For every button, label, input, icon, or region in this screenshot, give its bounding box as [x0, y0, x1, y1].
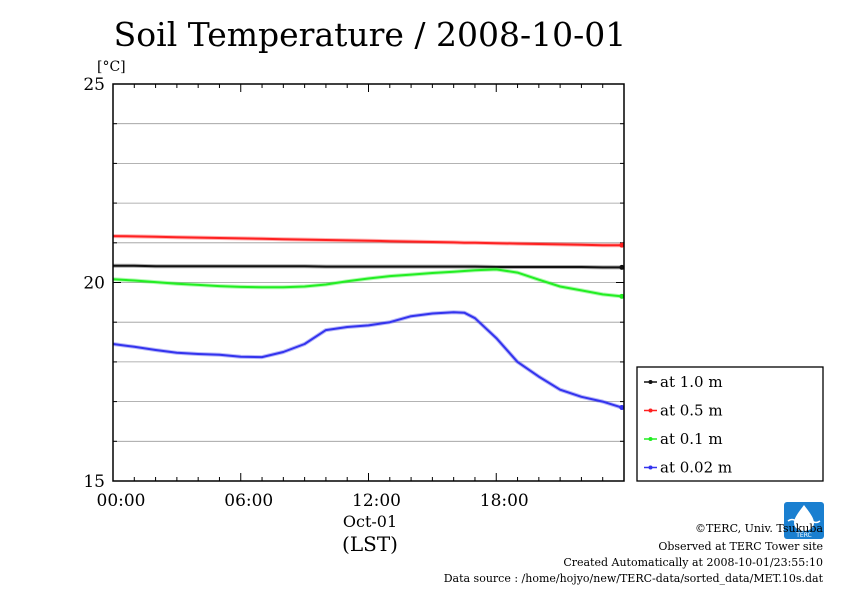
- logo-wave-icon: [787, 518, 821, 524]
- y-tick-label: 25: [83, 75, 105, 95]
- legend: at 1.0 m at 0.5 m at 0.1 m at 0.02 m: [636, 366, 824, 482]
- observed-text: Observed at TERC Tower site: [658, 540, 823, 553]
- x-axis-ticks: 00:00 06:00 12:00 18:00: [97, 84, 625, 511]
- grid-lines: [113, 123, 624, 442]
- x-tick-label: 00:00: [97, 491, 146, 511]
- legend-label: at 0.02 m: [660, 459, 732, 477]
- logo-text: TERC: [795, 532, 812, 539]
- legend-label: at 0.1 m: [660, 430, 723, 448]
- series-at-0-1-m: [112, 267, 625, 299]
- series-at-0-5-m: [112, 234, 625, 248]
- source-text: Data source : /home/hojyo/new/TERC-data/…: [444, 572, 824, 585]
- legend-label: at 0.5 m: [660, 402, 723, 420]
- legend-marker: [648, 380, 653, 384]
- x-date-label: Oct-01: [343, 512, 397, 531]
- series-end-point: [619, 242, 625, 248]
- legend-marker: [648, 408, 653, 413]
- x-tick-label: 18:00: [480, 491, 529, 511]
- series-line: [113, 264, 622, 269]
- x-tick-label: 06:00: [224, 491, 273, 511]
- series-line: [112, 235, 622, 247]
- chart-title: Soil Temperature / 2008-10-01: [114, 15, 627, 54]
- plot-frame: [112, 83, 625, 482]
- x-axis-label: (LST): [342, 532, 398, 556]
- series-end-point: [619, 405, 625, 411]
- y-unit-label: [°C]: [97, 59, 126, 75]
- series-line: [112, 268, 623, 298]
- series-end-point: [619, 264, 625, 270]
- series-end-point: [619, 293, 625, 299]
- legend-box: [636, 366, 824, 482]
- series-at-1-0-m: [113, 263, 625, 270]
- y-tick-label: 20: [83, 274, 105, 294]
- y-axis-ticks: 25 20 15: [83, 75, 624, 492]
- series-halo: [112, 310, 623, 410]
- terc-logo: TERC: [784, 502, 824, 539]
- legend-marker: [648, 465, 653, 470]
- legend-marker: [648, 437, 653, 441]
- series-line: [112, 311, 623, 409]
- legend-label: at 1.0 m: [660, 373, 723, 391]
- x-tick-label: 12:00: [352, 491, 401, 511]
- series-at-0-02-m: [112, 310, 625, 411]
- logo-drop-icon: [794, 505, 814, 531]
- created-text: Created Automatically at 2008-10-01/23:5…: [563, 556, 823, 569]
- plot-series: [112, 234, 625, 411]
- y-tick-label: 15: [83, 472, 105, 492]
- copyright-text: ©TERC, Univ. Tsukuba: [695, 522, 823, 535]
